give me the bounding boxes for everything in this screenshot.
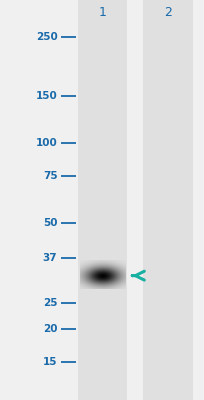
Bar (143, 0, 192, 400)
Text: 25: 25 (43, 298, 57, 308)
Text: 15: 15 (43, 357, 57, 367)
Text: 1: 1 (98, 6, 106, 19)
Text: 150: 150 (35, 91, 57, 101)
Text: 75: 75 (43, 171, 57, 181)
Text: 100: 100 (35, 138, 57, 148)
Text: 50: 50 (43, 218, 57, 228)
Bar (78, 0, 126, 400)
Text: 2: 2 (163, 6, 171, 19)
Text: 37: 37 (43, 253, 57, 263)
Text: 250: 250 (35, 32, 57, 42)
Text: 20: 20 (43, 324, 57, 334)
